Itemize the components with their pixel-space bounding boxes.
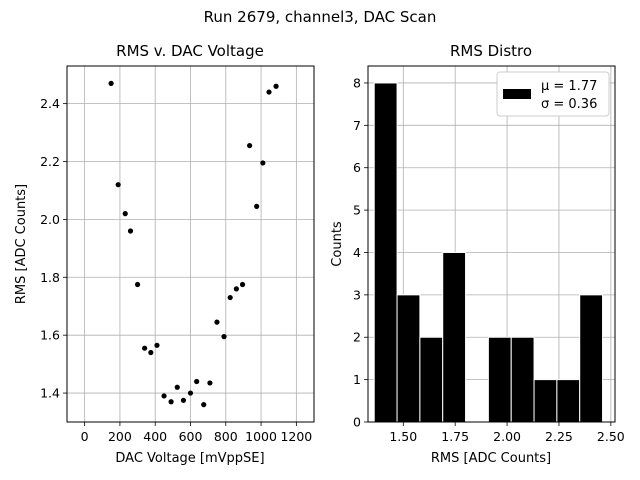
histogram-y-tick-label: 3 [353, 287, 361, 302]
legend-mu-label: μ = 1.77 [541, 79, 597, 94]
histogram-bar [442, 251, 467, 423]
scatter-point [254, 203, 260, 209]
histogram-bar [487, 336, 512, 423]
scatter-point [127, 228, 134, 234]
histogram-ylabel: Counts [330, 221, 345, 267]
histogram-legend: μ = 1.77 σ = 0.36 [496, 71, 610, 117]
histogram-x-tick-label: 1.50 [389, 429, 417, 444]
scatter-point [221, 334, 227, 340]
scatter-point [154, 342, 160, 348]
histogram-xlabel: RMS [ADC Counts] [431, 451, 551, 466]
scatter-y-tick-label: 1.8 [40, 270, 60, 285]
scatter-x-tick-label: 1000 [245, 429, 277, 444]
scatter-x-tick-label: 1200 [280, 429, 312, 444]
histogram-y-tick-label: 2 [353, 330, 361, 345]
histogram-bar [556, 379, 581, 423]
scatter-point [122, 211, 128, 217]
scatter-points [108, 80, 279, 408]
figure-suptitle: Run 2679, channel3, DAC Scan [204, 8, 437, 26]
histogram-x-tick-label: 1.75 [441, 429, 469, 444]
scatter-point [187, 390, 194, 396]
scatter-point [207, 380, 213, 386]
scatter-point [227, 294, 233, 301]
scatter-point [161, 393, 167, 399]
scatter-xlabel: DAC Voltage [mVppSE] [115, 451, 264, 466]
scatter-point [260, 160, 266, 166]
scatter-point [233, 286, 239, 292]
scatter-point [247, 142, 253, 149]
scatter-point [115, 182, 121, 188]
scatter-point [148, 349, 154, 356]
histogram-y-tick-label: 0 [353, 415, 361, 430]
scatter-grid [67, 66, 314, 422]
histogram-y-tick-label: 5 [353, 203, 361, 218]
histogram-y-tick-label: 1 [353, 372, 361, 387]
histogram-y-tick-label: 6 [353, 160, 361, 175]
scatter-point [201, 402, 207, 408]
legend-sigma-label: σ = 0.36 [541, 97, 597, 112]
scatter-plot: RMS v. DAC Voltage 0 200 400 600 800 1000 1200… [14, 42, 315, 466]
scatter-ticks: 0 200 400 600 800 1000 1200 1.4 1.6 1.8 2.0 2.2 2.4 [40, 96, 312, 444]
histogram-y-tick-label: 4 [353, 245, 361, 260]
histogram-x-tick-label: 2.00 [493, 429, 521, 444]
histogram-y-tick-label: 7 [353, 118, 361, 133]
scatter-point [266, 89, 272, 95]
scatter-y-tick-label: 2.2 [40, 154, 60, 169]
histogram-bar [396, 294, 421, 423]
scatter-y-tick-label: 2.4 [40, 96, 60, 111]
scatter-point [108, 80, 114, 86]
scatter-y-tick-label: 1.6 [40, 328, 60, 343]
histogram-plot: RMS Distro 1.50 1.75 2.00 2.25 2.50 0 1 2 3 4 5 6 7 8… [330, 42, 625, 466]
scatter-y-tick-label: 1.4 [40, 386, 60, 401]
histogram-y-tick-label: 8 [353, 75, 361, 90]
scatter-point [134, 281, 141, 288]
scatter-ylabel: RMS [ADC Counts] [14, 184, 29, 304]
histogram-ticks: 1.50 1.75 2.00 2.25 2.50 0 1 2 3 4 5 6 7 8 [353, 75, 625, 444]
scatter-point [142, 345, 148, 351]
scatter-point [174, 384, 180, 390]
scatter-x-tick-label: 200 [108, 429, 132, 444]
scatter-point [194, 378, 200, 385]
scatter-x-tick-label: 400 [143, 429, 167, 444]
scatter-title: RMS v. DAC Voltage [116, 42, 264, 60]
legend-box [496, 71, 610, 117]
histogram-title: RMS Distro [450, 42, 532, 60]
histogram-x-tick-label: 2.25 [545, 429, 573, 444]
histogram-bar [419, 336, 444, 423]
scatter-y-tick-label: 2.0 [40, 212, 60, 227]
scatter-point [273, 83, 279, 89]
histogram-bars [373, 82, 604, 423]
histogram-bar [579, 294, 604, 423]
scatter-x-tick-label: 600 [179, 429, 203, 444]
histogram-bar [373, 82, 398, 423]
legend-swatch [503, 89, 531, 99]
scatter-x-tick-label: 800 [214, 429, 238, 444]
scatter-point [214, 319, 220, 325]
scatter-point [239, 281, 246, 288]
histogram-bar [510, 336, 535, 423]
scatter-x-tick-label: 0 [81, 429, 89, 444]
scatter-point [180, 397, 187, 403]
histogram-axes-frame [367, 65, 616, 423]
histogram-x-tick-label: 2.50 [597, 429, 625, 444]
histogram-bar [533, 379, 558, 423]
scatter-point [168, 399, 174, 405]
